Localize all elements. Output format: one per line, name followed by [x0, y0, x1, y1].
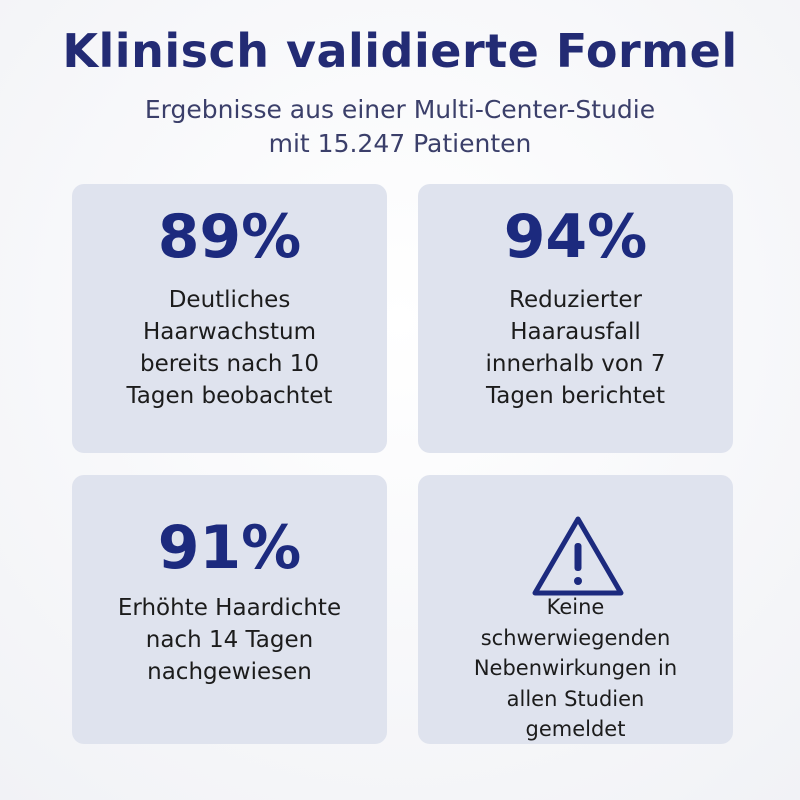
text-line: schwerwiegenden [480, 625, 671, 650]
text-line: Nebenwirkungen in [473, 656, 678, 680]
text-line: allen Studien [506, 686, 645, 711]
stat-card: 94% Reduzierter Haarausfall innerhalb vo… [418, 184, 733, 453]
text-line: bereits nach 10 [139, 351, 320, 377]
stat-description: Deutliches Haarwachstum bereits nach 10 … [72, 284, 387, 412]
info-description: Keine schwerwiegenden Nebenwirkungen in … [418, 592, 733, 745]
text-line: Deutliches [168, 287, 291, 313]
text-line: Keine [546, 595, 605, 619]
text-line: nach 14 Tagen [145, 627, 314, 653]
text-line: Haarwachstum [142, 319, 317, 345]
stat-value: 89% [157, 202, 302, 272]
text-line: Haarausfall [510, 319, 641, 345]
subtitle-line: Ergebnisse aus einer Multi-Center-Studie [144, 95, 656, 124]
stat-value: 91% [157, 513, 302, 583]
stat-card: 91% Erhöhte Haardichte nach 14 Tagen nac… [72, 475, 387, 744]
stat-description: Reduzierter Haarausfall innerhalb von 7 … [418, 284, 733, 412]
text-line: Reduzierter [509, 287, 642, 313]
text-line: Tagen berichtet [486, 383, 665, 409]
stat-card: 89% Deutliches Haarwachstum bereits nach… [72, 184, 387, 453]
text-line: nachgewiesen [147, 659, 312, 685]
stat-description: Erhöhte Haardichte nach 14 Tagen nachgew… [72, 592, 387, 688]
warning-icon [532, 516, 624, 596]
info-card: Keine schwerwiegenden Nebenwirkungen in … [418, 475, 733, 744]
text-line: gemeldet [525, 717, 626, 741]
text-line: innerhalb von 7 [485, 351, 666, 377]
title: Klinisch validierte Formel [62, 24, 738, 78]
stat-value: 94% [503, 202, 648, 272]
text-line: Erhöhte Haardichte [117, 595, 342, 621]
text-line: Tagen beobachtet [126, 383, 333, 409]
subtitle-line: mit 15.247 Patienten [268, 129, 532, 158]
